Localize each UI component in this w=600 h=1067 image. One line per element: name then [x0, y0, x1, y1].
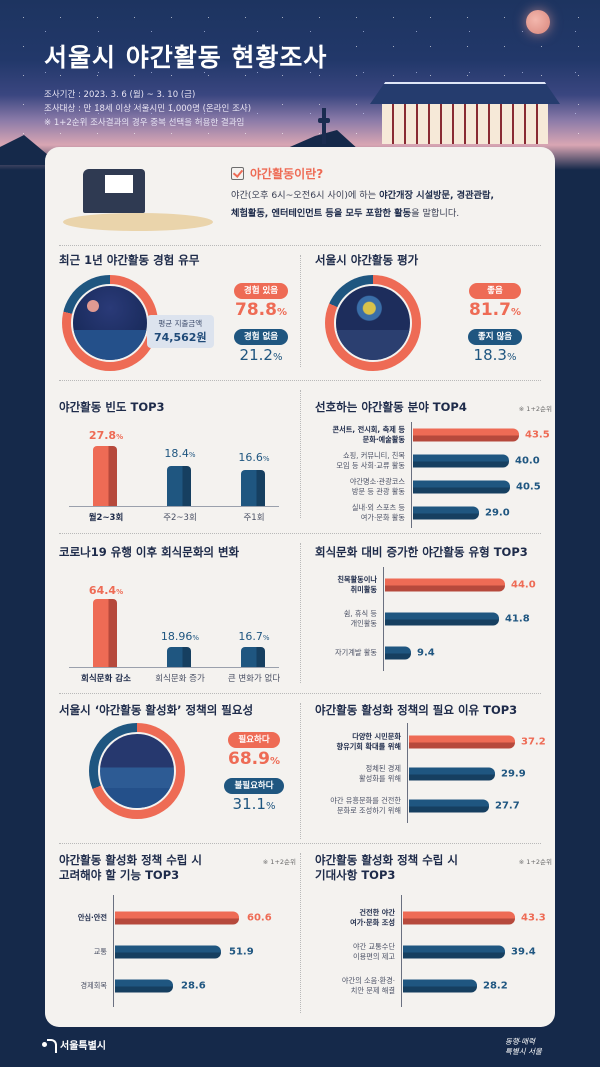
survey-period: 조사기간 : 2023. 3. 6 (월) ~ 3. 10 (금): [44, 90, 196, 100]
increased-bar-chart: 친목활동이나 취미활동 44.0 쉼, 휴식 등 개인활동 41.8 자기계발 활동 9.…: [315, 567, 560, 671]
divider: [59, 533, 541, 534]
divider: [59, 245, 541, 246]
section-title: 야간활동 빈도 TOP3: [59, 400, 165, 414]
section-evaluation: 서울시 야간활동 평가 좋음 81.7% 좋지 않음 18.3%: [315, 253, 560, 373]
food-truck-illustration: [63, 157, 213, 237]
bar-label: 회식문화 감소: [81, 674, 131, 684]
section-title: 서울시 ‘야간활동 활성화’ 정책의 필요성: [59, 703, 254, 717]
section-title: 선호하는 야간활동 분야 TOP4: [315, 400, 467, 414]
section-title: 서울시 야간활동 평가: [315, 253, 419, 267]
checkbox-icon: [231, 167, 244, 180]
intro-heading: 야간활동이란?: [231, 165, 323, 182]
bar-label: 월2~3회: [88, 513, 124, 523]
intro-description: 야간(오후 6시~오전6시 사이)에 하는 야간개장 시설방문, 경관관람, 체험…: [231, 190, 494, 219]
section-experience: 최근 1년 야간활동 경험 유무 평균 지출금액 74,562원 경험 있음 7…: [59, 253, 304, 373]
seoul-slogan: 동행·매력 특별시 서울: [505, 1037, 542, 1056]
survey-note: ※ 1+2순위 조사결과의 경우 중복 선택을 허용한 결과임: [44, 118, 245, 128]
note: ※ 1+2순위: [518, 405, 552, 413]
reasons-bar-chart: 다양한 시민문화 향유기회 확대를 위해 37.2 정체된 경제 활성화를 위해 29.…: [315, 723, 560, 823]
bar: [93, 446, 117, 506]
yes-pill: 좋음: [469, 283, 521, 299]
divider: [59, 693, 541, 694]
bar-label: 주1회: [243, 513, 265, 523]
moon-icon: [526, 10, 550, 34]
functions-bar-chart: 안심·안전 60.6 교통 51.9 경제회복 28.6: [59, 895, 304, 1007]
divider: [300, 543, 301, 683]
evaluation-stats: 좋음 81.7% 좋지 않음 18.3%: [455, 278, 535, 368]
section-covid-dining: 코로나19 유행 이후 회식문화의 변화 64.4% 18.96% 16.7% …: [59, 545, 304, 685]
section-title: 야간활동 활성화 정책 수립 시 기대사항 TOP3: [315, 853, 458, 882]
avg-spend-callout: 평균 지출금액 74,562원: [147, 315, 214, 348]
covid-bar-chart: 64.4% 18.96% 16.7%: [59, 563, 289, 668]
divider: [59, 843, 541, 844]
yes-pill: 필요하다: [228, 732, 280, 748]
section-policy-expectations: 야간활동 활성화 정책 수립 시 기대사항 TOP3 ※ 1+2순위 건전한 야간…: [315, 853, 560, 1023]
bar-label: 회식문화 증가: [155, 674, 205, 684]
need-donut-chart: [89, 723, 185, 819]
intro-section: 야간활동이란? 야간(오후 6시~오전6시 사이)에 하는 야간개장 시설방문,…: [45, 147, 555, 242]
section-title: 코로나19 유행 이후 회식문화의 변화: [59, 545, 240, 559]
divider: [300, 853, 301, 1013]
no-pill: 좋지 않음: [467, 329, 523, 345]
divider: [300, 703, 301, 839]
section-title: 회식문화 대비 증가한 야간활동 유형 TOP3: [315, 545, 528, 559]
divider: [300, 255, 301, 367]
section-policy-need: 서울시 ‘야간활동 활성화’ 정책의 필요성 필요하다 68.9% 불필요하다 …: [59, 703, 304, 843]
note: ※ 1+2순위: [518, 858, 552, 866]
divider: [300, 390, 301, 518]
bar-label: 큰 변화가 없다: [227, 674, 281, 684]
need-stats: 필요하다 68.9% 불필요하다 31.1%: [214, 727, 294, 817]
seoul-logo: 서울특별시: [42, 1037, 106, 1053]
experience-donut-chart: [62, 275, 158, 371]
intro-title: 야간활동이란?: [250, 167, 324, 181]
section-title: 야간활동 활성화 정책 수립 시 고려해야 할 기능 TOP3: [59, 853, 202, 882]
bar: [167, 466, 191, 506]
no-pill: 불필요하다: [224, 778, 284, 794]
section-policy-reasons: 야간활동 활성화 정책의 필요 이유 TOP3 다양한 시민문화 향유기회 확대를…: [315, 703, 560, 843]
yes-pill: 경험 있음: [233, 283, 289, 299]
bar: [241, 470, 265, 506]
frequency-bar-chart: 27.8% 18.4% 16.6%: [59, 420, 289, 507]
evaluation-donut-chart: [325, 275, 421, 371]
no-pill: 경험 없음: [233, 329, 289, 345]
preferred-bar-chart: 콘서트, 전시회, 축제 등 문화·예술활동 43.5 쇼핑, 커뮤니티, 친목 모임…: [315, 422, 560, 528]
bar-label: 주2~3회: [163, 513, 197, 523]
survey-meta: 조사기간 : 2023. 3. 6 (월) ~ 3. 10 (금) 조사대상 :…: [44, 88, 251, 130]
section-policy-functions: 야간활동 활성화 정책 수립 시 고려해야 할 기능 TOP3 ※ 1+2순위 안…: [59, 853, 304, 1023]
namsan-tower-icon: [318, 108, 330, 144]
section-title: 최근 1년 야간활동 경험 유무: [59, 253, 200, 267]
expectations-bar-chart: 건전한 야간 여가·문화 조성 43.3 야간 교통수단 이용편의 제고 39.4 야간…: [315, 895, 560, 1007]
survey-target: 조사대상 : 만 18세 이상 서울시민 1,000명 (온라인 조사): [44, 104, 252, 114]
section-preferred: 선호하는 야간활동 분야 TOP4 ※ 1+2순위 콘서트, 전시회, 축제 등…: [315, 400, 560, 530]
logo-text: 서울특별시: [60, 1041, 106, 1052]
section-increased-types: 회식문화 대비 증가한 야간활동 유형 TOP3 친목활동이나 취미활동 44.0 …: [315, 545, 560, 685]
page-title: 서울시 야간활동 현황조사: [44, 43, 328, 72]
content-card: 야간활동이란? 야간(오후 6시~오전6시 사이)에 하는 야간개장 시설방문,…: [45, 147, 555, 1027]
section-frequency: 야간활동 빈도 TOP3 27.8% 18.4% 16.6% 월2~3회 주2~…: [59, 400, 304, 523]
seoul-logo-icon: [42, 1038, 57, 1053]
divider: [59, 380, 541, 381]
note: ※ 1+2순위: [262, 858, 296, 866]
palace-illustration: [370, 82, 560, 152]
experience-stats: 경험 있음 78.8% 경험 없음 21.2%: [221, 278, 301, 368]
section-title: 야간활동 활성화 정책의 필요 이유 TOP3: [315, 703, 518, 717]
